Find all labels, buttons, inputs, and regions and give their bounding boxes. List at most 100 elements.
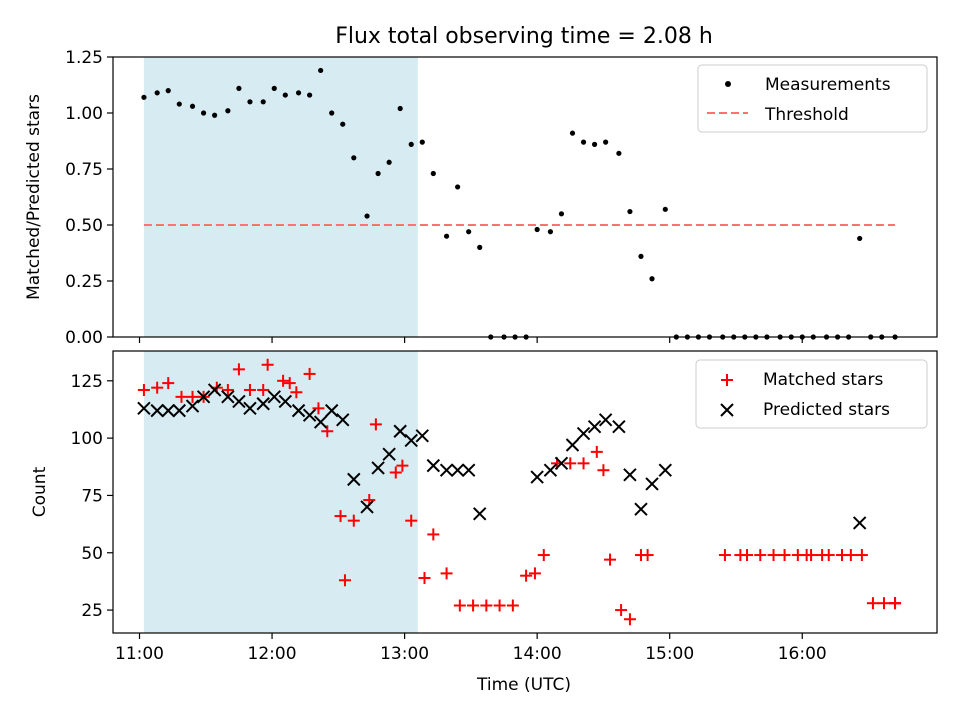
y-tick-label: 1.25 [65,48,103,68]
measurement-point [375,170,381,177]
matched-point [162,377,175,390]
matched-point [866,597,879,610]
matched-point [243,383,256,396]
predicted-point [161,403,175,418]
matched-point [778,549,791,562]
measurement-point [247,99,253,105]
predicted-point [576,426,591,441]
measurement-point [154,90,160,96]
measurement-point [580,139,587,145]
y-tick-label: 125 [71,372,103,392]
y-axis-label: Matched/Predicted stars [24,94,44,300]
measurement-point [295,90,302,96]
measurement-point [591,141,598,147]
matched-point [261,358,274,371]
measurement-point [627,208,633,215]
predicted-point [207,383,222,397]
predicted-point [360,500,374,514]
matched-point [822,549,835,562]
measurement-point [466,229,472,235]
predicted-point [415,429,429,443]
predicted-point [658,463,672,477]
predicted-point [324,403,339,418]
measurement-point [282,92,288,98]
predicted-point [221,390,235,404]
matched-point [480,599,493,612]
measurement-point [165,88,171,94]
matched-point [493,599,506,612]
legend-label-matched: Matched stars [763,370,883,390]
predicted-point [267,390,281,404]
x-axis-label: Time (UTC) [476,675,571,695]
measurement-point [603,139,609,145]
predicted-point [382,447,396,461]
measurement-point [397,105,403,112]
x-tick-label: 15:00 [645,644,694,664]
predicted-point [461,463,476,477]
measurement-point [236,85,242,91]
matched-point [312,402,325,415]
predicted-point [347,472,361,487]
matched-point [623,613,636,626]
predicted-point [543,463,558,477]
predicted-point [404,433,418,448]
measurement-point [419,139,425,145]
matched-point [754,549,767,562]
y-tick-label: 75 [81,486,103,506]
predicted-point [150,403,164,418]
legend: Matched stars Predicted stars [695,359,928,429]
predicted-point [313,415,328,429]
measurement-point [408,141,414,147]
matched-point [597,464,610,477]
predicted-point [565,438,580,452]
measurement-point [638,253,644,259]
predicted-point [426,458,441,473]
predicted-point [336,413,350,427]
measurement-point [455,184,461,190]
shaded-span [143,351,418,633]
matched-point [418,571,431,584]
matched-point [257,383,270,396]
matched-point [221,383,234,396]
predicted-point [256,397,270,411]
legend-label-predicted: Predicted stars [763,400,890,420]
measurement-point [547,229,554,235]
predicted-point [612,419,626,434]
predicted-point [623,468,637,482]
y-tick-label: 0.00 [65,328,103,348]
measurement-point [176,101,182,107]
matched-point [347,514,360,527]
predicted-point [291,403,306,418]
matched-point [232,363,245,376]
predicted-point [137,401,151,416]
shaded-span [143,57,418,337]
measurement-point [271,85,277,91]
measurement-point [340,121,346,127]
matched-point [564,457,577,470]
matched-point [855,549,868,562]
matched-point [369,418,382,431]
matched-point [303,367,316,380]
predicted-point [172,403,186,418]
x-tick-label: 16:00 [778,644,827,664]
predicted-point [450,463,465,477]
measurement-point [225,108,231,114]
star-count-panel: 25 50 75 100 125 11:00 12:00 13:00 14:00 15:00 16… [30,350,938,695]
matched-point [615,604,628,617]
matched-point [590,445,603,458]
measurement-point [307,92,313,98]
matched-point [604,553,617,566]
matched-point [283,377,296,390]
measurement-point [534,226,540,233]
predicted-point [645,477,659,491]
predicted-point [598,413,613,427]
y-tick-label: 0.75 [65,160,103,180]
measurement-point [616,150,622,156]
predicted-point [852,516,867,530]
measurement-point [200,110,207,116]
measurement-point [141,94,147,100]
predicted-point [232,394,246,409]
x-tick-label: 12:00 [248,644,297,664]
matched-point [577,457,590,470]
